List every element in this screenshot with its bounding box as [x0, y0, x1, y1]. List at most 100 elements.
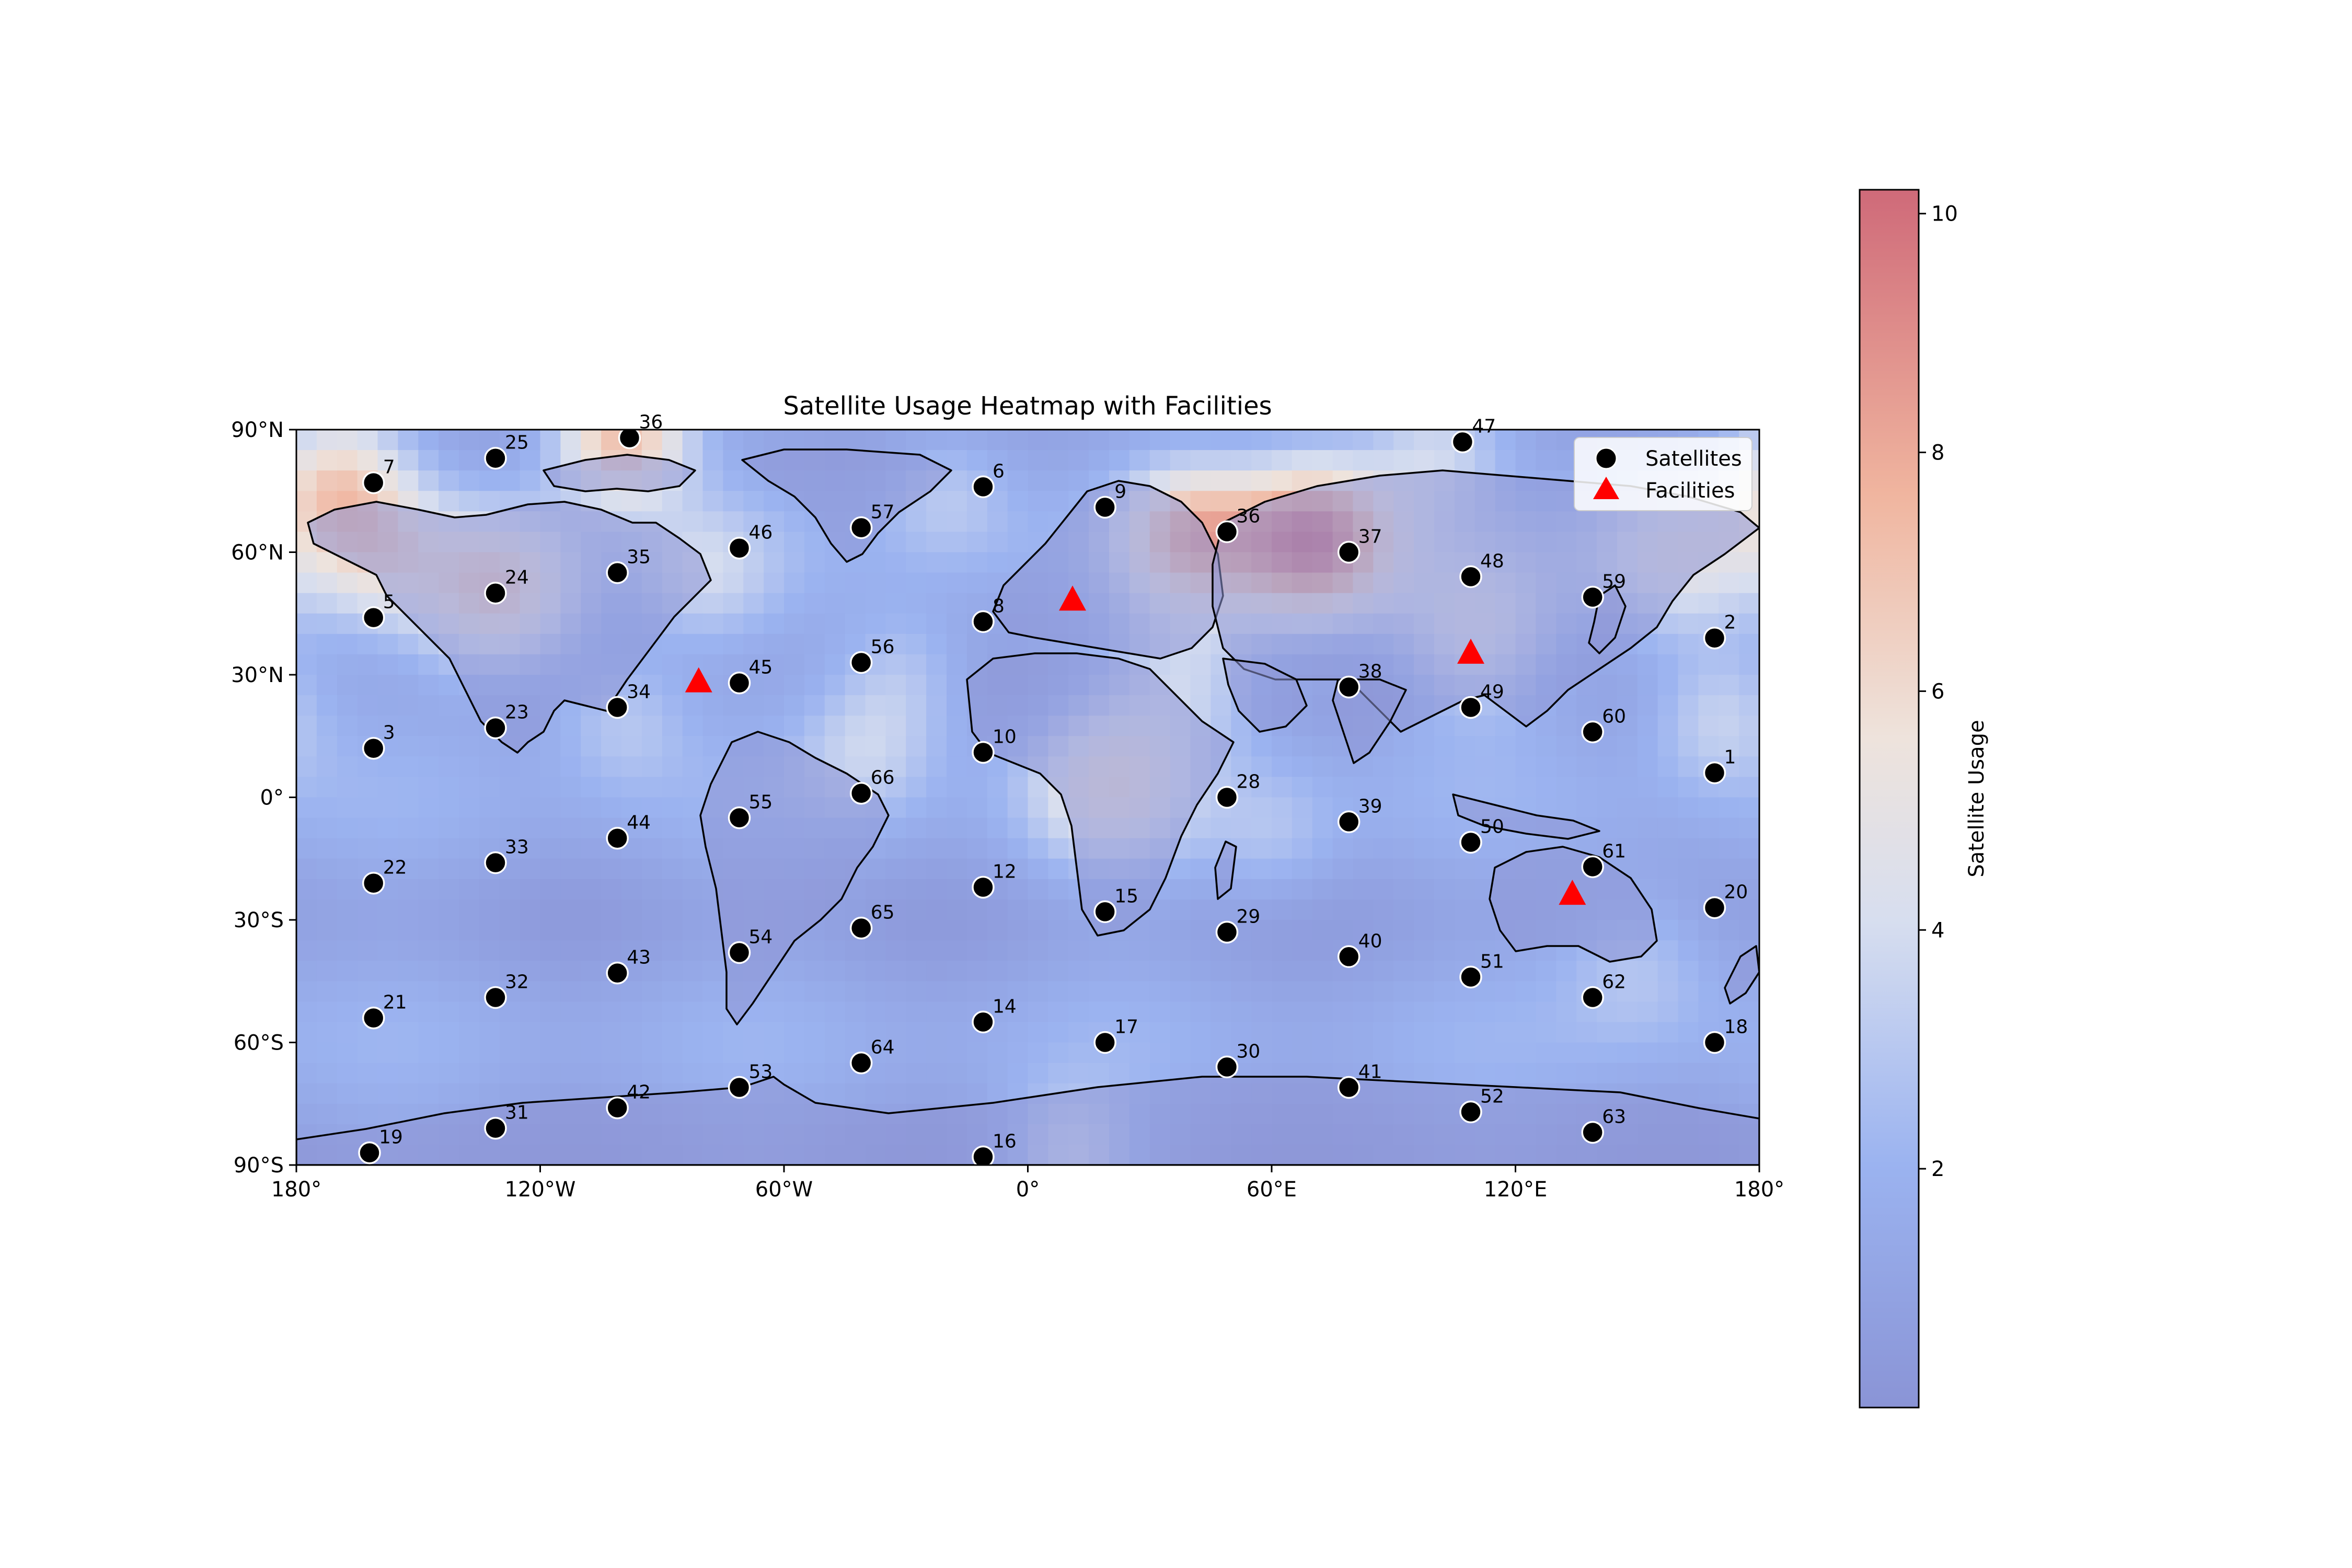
heatmap-cell: [845, 981, 866, 1002]
colorbar-tick-label: 4: [1931, 918, 1944, 942]
heatmap-cell: [1028, 430, 1049, 451]
heatmap-cell: [1414, 1001, 1435, 1023]
heatmap-cell: [1495, 1022, 1516, 1043]
heatmap-cell: [398, 1063, 419, 1084]
heatmap-cell: [1089, 450, 1110, 471]
heatmap-cell: [357, 633, 378, 655]
heatmap-cell: [1657, 654, 1679, 675]
heatmap-cell: [398, 633, 419, 655]
heatmap-cell: [1251, 961, 1272, 982]
satellite-marker: [972, 475, 995, 499]
heatmap-cell: [398, 736, 419, 757]
heatmap-cell: [1007, 838, 1029, 859]
heatmap-cell: [1678, 1022, 1699, 1043]
heatmap-cell: [621, 1001, 642, 1023]
heatmap-cell: [865, 961, 886, 982]
heatmap-cell: [1292, 756, 1313, 778]
heatmap-cell: [702, 613, 724, 635]
heatmap-cell: [581, 838, 602, 859]
heatmap-cell: [560, 879, 582, 900]
heatmap-cell: [641, 981, 663, 1002]
heatmap-cell: [1698, 736, 1720, 757]
heatmap-cell: [1739, 572, 1759, 594]
heatmap-cell: [459, 920, 480, 941]
heatmap-cell: [1089, 1001, 1110, 1023]
heatmap-cell: [418, 675, 439, 696]
heatmap-cell: [947, 491, 967, 512]
heatmap-cell: [784, 593, 805, 614]
heatmap-cell: [1414, 797, 1435, 818]
heatmap-cell: [459, 961, 480, 982]
heatmap-cell: [1739, 675, 1759, 696]
satellite-marker: [849, 651, 873, 674]
colorbar-tick-label: 2: [1931, 1157, 1944, 1181]
x-tick-label: 120°E: [1484, 1178, 1548, 1202]
heatmap-cell: [398, 838, 419, 859]
heatmap-cell: [581, 1001, 602, 1023]
heatmap-cell: [1698, 1083, 1720, 1104]
heatmap-cell: [316, 756, 338, 778]
heatmap-cell: [906, 532, 927, 553]
heatmap-cell: [1028, 797, 1049, 818]
heatmap-cell: [357, 920, 378, 941]
heatmap-cell: [418, 756, 439, 778]
heatmap-cell: [540, 777, 561, 798]
heatmap-cell: [316, 1103, 338, 1125]
heatmap-cell: [743, 1042, 764, 1064]
heatmap-cell: [947, 716, 967, 737]
heatmap-cell: [764, 532, 785, 553]
heatmap-cell: [296, 858, 317, 880]
heatmap-cell: [1414, 756, 1435, 778]
heatmap-cell: [1149, 430, 1171, 451]
heatmap-cell: [1129, 981, 1150, 1002]
heatmap-cell: [926, 858, 947, 880]
heatmap-cell: [316, 777, 338, 798]
heatmap-cell: [926, 838, 947, 859]
heatmap-cell: [1536, 430, 1557, 451]
heatmap-cell: [926, 491, 947, 512]
satellite-label: 33: [505, 837, 529, 858]
y-tick-label: 0°: [260, 786, 284, 810]
heatmap-cell: [1007, 899, 1029, 920]
satellite-marker: [1581, 855, 1604, 879]
heatmap-cell: [1719, 1063, 1739, 1084]
heatmap-cell: [377, 817, 399, 839]
heatmap-cell: [560, 797, 582, 818]
satellite-label: 40: [1358, 930, 1382, 952]
heatmap-cell: [1048, 430, 1069, 451]
heatmap-cell: [702, 1022, 724, 1043]
heatmap-cell: [1028, 940, 1049, 961]
satellite-label: 50: [1480, 816, 1504, 838]
heatmap-cell: [641, 1042, 663, 1064]
heatmap-cell: [377, 675, 399, 696]
heatmap-cell: [1048, 470, 1069, 492]
heatmap-cell: [1210, 1022, 1232, 1043]
heatmap-cell: [865, 981, 886, 1002]
heatmap-cell: [1617, 981, 1638, 1002]
heatmap-cell: [662, 491, 683, 512]
heatmap-cell: [926, 633, 947, 655]
satellite-marker: [1459, 696, 1482, 719]
heatmap-cell: [1190, 491, 1212, 512]
heatmap-cell: [418, 797, 439, 818]
heatmap-cell: [804, 532, 825, 553]
heatmap-cell: [377, 716, 399, 737]
heatmap-cell: [1474, 777, 1496, 798]
heatmap-cell: [1678, 633, 1699, 655]
heatmap-cell: [764, 491, 785, 512]
heatmap-cell: [1251, 1042, 1272, 1064]
heatmap-cell: [906, 920, 927, 941]
heatmap-cell: [1657, 1022, 1679, 1043]
heatmap-cell: [824, 654, 846, 675]
heatmap-cell: [1190, 1001, 1212, 1023]
heatmap-cell: [337, 736, 358, 757]
heatmap-cell: [1028, 1022, 1049, 1043]
heatmap-cell: [926, 654, 947, 675]
heatmap-cell: [296, 1103, 317, 1125]
heatmap-cell: [784, 1042, 805, 1064]
satellite-label: 22: [383, 857, 407, 879]
heatmap-cell: [499, 920, 521, 941]
satellite-marker: [1459, 565, 1482, 589]
heatmap-cell: [885, 633, 907, 655]
heatmap-cell: [1210, 940, 1232, 961]
